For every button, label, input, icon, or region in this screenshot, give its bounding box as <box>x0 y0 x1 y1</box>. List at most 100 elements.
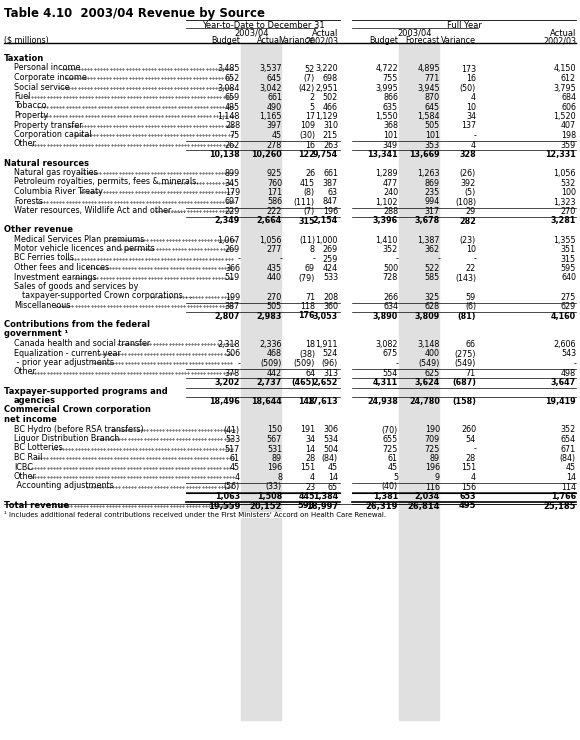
Text: (7): (7) <box>304 74 315 83</box>
Text: (30): (30) <box>299 131 315 140</box>
Text: 2,807: 2,807 <box>215 312 240 320</box>
Text: 847: 847 <box>323 198 338 206</box>
Text: (56): (56) <box>224 482 240 491</box>
Text: 17,613: 17,613 <box>307 397 338 406</box>
Text: 760: 760 <box>267 178 282 187</box>
Text: government ¹: government ¹ <box>4 329 68 338</box>
Text: 4: 4 <box>235 473 240 482</box>
Text: 151: 151 <box>300 463 315 473</box>
Text: 71: 71 <box>466 369 476 377</box>
Text: 2,606: 2,606 <box>553 340 576 349</box>
Text: 2,034: 2,034 <box>415 492 440 501</box>
Text: 222: 222 <box>267 207 282 216</box>
Text: 4,895: 4,895 <box>418 64 440 73</box>
Text: 5: 5 <box>310 103 315 112</box>
Text: 1,355: 1,355 <box>553 235 576 244</box>
Text: Miscellaneous: Miscellaneous <box>14 301 70 310</box>
Text: Other: Other <box>14 140 37 149</box>
Text: 310: 310 <box>323 121 338 130</box>
Text: 9: 9 <box>435 473 440 482</box>
Text: (5): (5) <box>465 188 476 197</box>
Text: 517: 517 <box>225 445 240 454</box>
Text: 351: 351 <box>561 245 576 254</box>
Text: 387: 387 <box>225 302 240 311</box>
Text: 360: 360 <box>323 302 338 311</box>
Text: 378: 378 <box>225 369 240 377</box>
Text: 179: 179 <box>225 188 240 197</box>
Text: 586: 586 <box>267 198 282 206</box>
Text: 12,331: 12,331 <box>545 150 576 159</box>
Text: 2,318: 2,318 <box>218 340 240 349</box>
Text: 171: 171 <box>267 188 282 197</box>
Text: -: - <box>395 359 398 368</box>
Text: (81): (81) <box>458 312 476 320</box>
Text: 725: 725 <box>425 445 440 454</box>
Text: 2,349: 2,349 <box>215 217 240 226</box>
Text: 54: 54 <box>466 435 476 444</box>
Text: 1,263: 1,263 <box>418 169 440 178</box>
Text: Property transfer: Property transfer <box>14 121 82 130</box>
Bar <box>241 43 281 720</box>
Text: Table 4.10  2003/04 Revenue by Source: Table 4.10 2003/04 Revenue by Source <box>4 7 265 20</box>
Text: 424: 424 <box>323 264 338 273</box>
Text: 196: 196 <box>267 463 282 473</box>
Text: 64: 64 <box>305 369 315 377</box>
Text: 45: 45 <box>230 463 240 473</box>
Text: 277: 277 <box>267 245 282 254</box>
Text: 26: 26 <box>305 169 315 178</box>
Text: 240: 240 <box>383 188 398 197</box>
Text: 4,311: 4,311 <box>373 378 398 387</box>
Text: 270: 270 <box>267 292 282 301</box>
Text: 8: 8 <box>277 473 282 482</box>
Text: 23: 23 <box>305 482 315 491</box>
Text: 675: 675 <box>383 349 398 358</box>
Text: 196: 196 <box>425 463 440 473</box>
Text: 3,281: 3,281 <box>550 217 576 226</box>
Text: -: - <box>237 359 240 368</box>
Text: Other fees and licences: Other fees and licences <box>14 263 109 272</box>
Text: 1,000: 1,000 <box>316 235 338 244</box>
Text: Corporation capital: Corporation capital <box>14 130 92 139</box>
Text: 3,053: 3,053 <box>313 312 338 320</box>
Text: 612: 612 <box>561 74 576 83</box>
Text: 595: 595 <box>561 264 576 273</box>
Text: 16: 16 <box>466 74 476 83</box>
Text: 3,396: 3,396 <box>373 217 398 226</box>
Text: (8): (8) <box>304 188 315 197</box>
Text: 34: 34 <box>466 112 476 121</box>
Text: 14: 14 <box>305 445 315 454</box>
Text: 435: 435 <box>267 264 282 273</box>
Text: Year-to-Date to December 31: Year-to-Date to December 31 <box>202 21 324 30</box>
Text: 533: 533 <box>323 274 338 283</box>
Text: 400: 400 <box>425 349 440 358</box>
Text: 26,319: 26,319 <box>365 502 398 511</box>
Text: (549): (549) <box>419 359 440 368</box>
Text: 653: 653 <box>459 492 476 501</box>
Text: 4: 4 <box>471 141 476 149</box>
Text: 392: 392 <box>461 178 476 187</box>
Text: (143): (143) <box>455 274 476 283</box>
Text: 235: 235 <box>425 188 440 197</box>
Text: 533: 533 <box>225 435 240 444</box>
Text: 505: 505 <box>267 302 282 311</box>
Text: 709: 709 <box>425 435 440 444</box>
Text: 1,148: 1,148 <box>218 112 240 121</box>
Text: 100: 100 <box>561 188 576 197</box>
Text: - prior year adjustments: - prior year adjustments <box>14 358 114 367</box>
Text: 445: 445 <box>299 492 315 501</box>
Text: BC Ferries tolls: BC Ferries tolls <box>14 254 74 263</box>
Text: 28: 28 <box>305 454 315 463</box>
Text: 755: 755 <box>383 74 398 83</box>
Text: 366: 366 <box>225 264 240 273</box>
Text: ($ millions): ($ millions) <box>4 36 49 45</box>
Text: 1,056: 1,056 <box>553 169 576 178</box>
Text: 629: 629 <box>561 302 576 311</box>
Text: 504: 504 <box>323 445 338 454</box>
Text: 89: 89 <box>272 454 282 463</box>
Text: Petroleum royalties, permits, fees & minerals.: Petroleum royalties, permits, fees & min… <box>14 178 199 186</box>
Text: 18,644: 18,644 <box>251 397 282 406</box>
Text: 2,983: 2,983 <box>256 312 282 320</box>
Text: 1,387: 1,387 <box>418 235 440 244</box>
Text: 1,911: 1,911 <box>316 340 338 349</box>
Text: 2003/04: 2003/04 <box>234 29 269 38</box>
